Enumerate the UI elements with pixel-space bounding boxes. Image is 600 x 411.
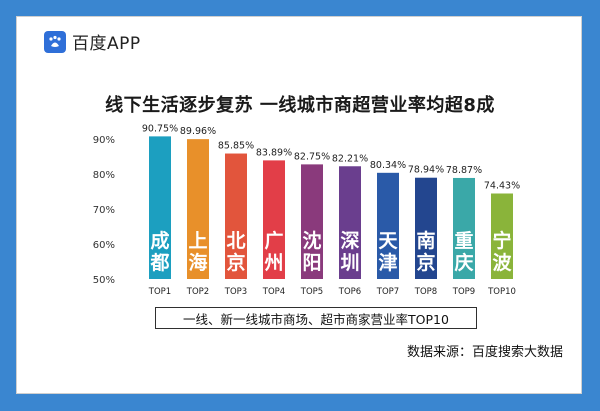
bar-city-label: 深	[340, 229, 359, 252]
chart-title: 线下生活逐步复苏 一线城市商超营业率均超8成	[105, 95, 495, 116]
bar-city-label: 庆	[454, 251, 473, 274]
bar	[149, 136, 171, 279]
data-label: 78.94%	[408, 165, 444, 176]
y-tick-label: 50%	[93, 275, 115, 286]
data-source: 数据来源：百度搜索大数据	[406, 345, 563, 360]
x-tick-label: TOP9	[452, 287, 475, 297]
data-label: 82.21%	[332, 153, 368, 164]
bar-city-label: 重	[454, 230, 473, 252]
y-tick-label: 60%	[93, 240, 115, 251]
bar-city-label: 沈	[302, 229, 321, 252]
bar-city-label: 南	[416, 230, 435, 252]
bar-city-label: 津	[378, 251, 397, 274]
x-tick-label: TOP5	[300, 287, 323, 297]
data-label: 78.87%	[446, 165, 482, 176]
x-tick-label: TOP10	[487, 287, 516, 297]
bar-city-label: 广	[264, 229, 283, 252]
baidu-paw-icon	[44, 30, 66, 53]
bar-city-label: 宁	[492, 229, 511, 252]
chart-card: 百度APP 线下生活逐步复苏 一线城市商超营业率均超8成 50% 60% 70% 80…	[16, 16, 582, 394]
data-label: 83.89%	[256, 147, 292, 158]
bar	[491, 193, 513, 279]
bar-city-label: 州	[264, 252, 283, 274]
logo: 百度APP	[44, 29, 141, 54]
x-tick-label: TOP1	[148, 287, 171, 297]
bar-city-label: 上	[188, 230, 207, 252]
bar-chart: 50% 60% 70% 80% 90% 90.75% 成都 TOP1 89.96% 上海 TOP2 8…	[93, 123, 520, 297]
x-tick-label: TOP6	[338, 287, 361, 297]
data-label: 89.96%	[180, 126, 216, 137]
bar	[225, 153, 247, 279]
bar	[453, 177, 475, 279]
bar-city-label: 圳	[340, 252, 359, 274]
bar	[377, 172, 399, 279]
bar-city-label: 成	[150, 229, 169, 252]
bar-city-label: 阳	[302, 252, 321, 274]
bar-city-label: 北	[226, 230, 245, 252]
bar-city-label: 京	[416, 251, 435, 274]
data-label: 85.85%	[218, 141, 254, 152]
x-tick-label: TOP4	[262, 287, 285, 297]
bar	[301, 164, 323, 279]
bar	[339, 166, 361, 279]
bar	[263, 160, 285, 279]
bar-city-label: 波	[492, 251, 512, 274]
y-tick-label: 80%	[93, 170, 115, 181]
data-label: 82.75%	[294, 151, 330, 162]
x-tick-label: TOP8	[414, 287, 437, 297]
bar-city-label: 海	[188, 251, 207, 274]
y-tick-label: 70%	[93, 205, 115, 216]
x-tick-label: TOP7	[376, 287, 399, 297]
y-tick-label: 90%	[93, 135, 115, 146]
data-label: 80.34%	[370, 160, 406, 171]
bar-city-label: 都	[149, 252, 169, 274]
chart-caption: 一线、新一线城市商场、超市商家营业率TOP10	[155, 307, 477, 329]
logo-text: 百度APP	[72, 34, 141, 54]
x-tick-label: TOP3	[224, 287, 247, 297]
data-label: 74.43%	[484, 180, 520, 191]
bar-city-label: 京	[226, 251, 245, 274]
data-label: 90.75%	[142, 123, 178, 134]
x-tick-label: TOP2	[186, 287, 209, 297]
bar-city-label: 天	[378, 230, 398, 252]
bar	[187, 139, 209, 279]
bar	[415, 177, 437, 279]
